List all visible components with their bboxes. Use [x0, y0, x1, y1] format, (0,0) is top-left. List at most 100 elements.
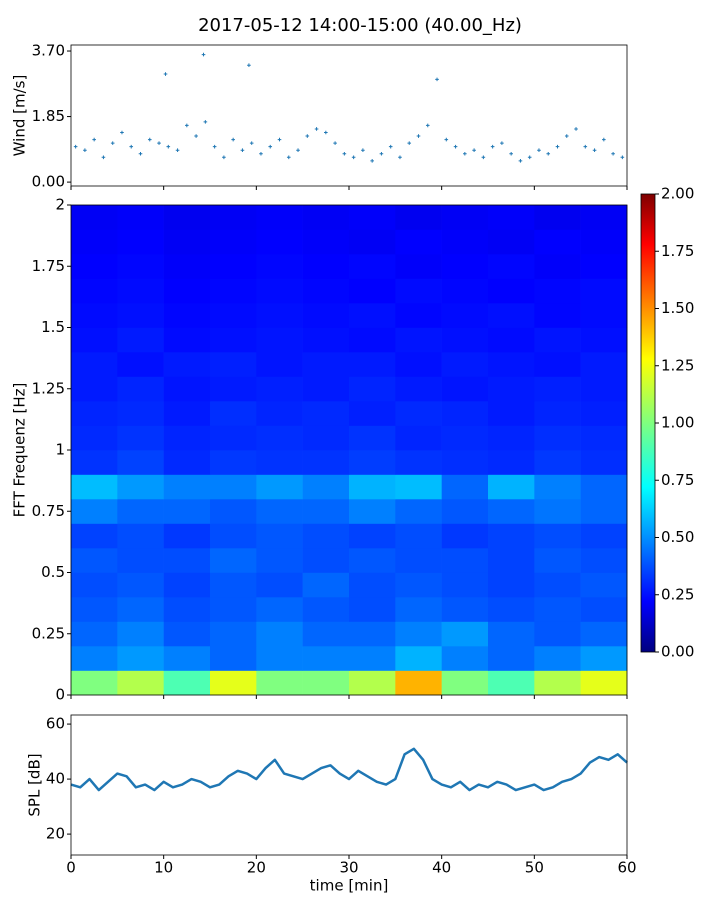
colorbar-tick-label: 1.75 — [661, 242, 694, 260]
spectrogram-cell — [441, 597, 489, 622]
spectrogram-cell — [210, 523, 257, 549]
wind-point — [73, 144, 78, 149]
wind-point — [407, 141, 412, 145]
y-tick-label: 60 — [46, 715, 65, 733]
spectrogram-cell — [488, 254, 535, 279]
wind-point — [305, 134, 310, 138]
spectrogram-cell — [117, 229, 164, 255]
spectrogram-cell — [302, 548, 350, 573]
spectrogram-cell — [256, 352, 303, 377]
spectrogram-cell — [256, 254, 303, 279]
spectrogram-cell — [580, 229, 628, 255]
spectrogram-cell — [441, 499, 489, 524]
spectrogram-cell — [488, 376, 535, 402]
y-tick-label: 1.25 — [32, 379, 65, 397]
spectrogram-cell — [210, 401, 257, 426]
wind-point — [592, 148, 597, 153]
wind-point — [120, 130, 124, 135]
wind-point — [92, 137, 96, 142]
spl-line — [70, 747, 628, 792]
spectrogram-cell — [534, 499, 581, 524]
spectrogram-cell — [395, 205, 442, 230]
colorbar-tick-label: 1.25 — [661, 356, 694, 374]
spectrogram-cell — [534, 450, 581, 475]
x-tick-label: 10 — [154, 859, 173, 877]
spectrogram-cell — [488, 425, 535, 451]
wind-point — [185, 123, 189, 128]
wind-point — [175, 148, 180, 153]
y-tick-label: 1.75 — [32, 257, 65, 275]
spectrogram-cell — [71, 229, 118, 255]
spectrogram-cell — [71, 205, 118, 230]
spectrogram-cell — [395, 229, 442, 255]
spectrogram-cell — [71, 646, 118, 671]
y-axis-label: SPL [dB] — [26, 753, 44, 816]
wind-point — [564, 134, 569, 138]
spectrogram-cell — [210, 621, 257, 647]
wind-point — [212, 144, 217, 149]
spectrogram-cell — [488, 205, 535, 230]
spectrogram-cell — [349, 474, 396, 500]
spectrogram-cell — [117, 254, 164, 279]
spectrogram-cell — [256, 670, 303, 696]
colorbar-tick-label: 0.75 — [661, 471, 694, 489]
spectrogram-cell — [210, 548, 257, 573]
spectrogram-cell — [488, 572, 535, 598]
spectrogram-cell — [256, 229, 303, 255]
spectrogram-cell — [488, 352, 535, 377]
wind-point — [277, 137, 282, 142]
spectrogram-cell — [534, 646, 581, 671]
spectrogram-cell — [71, 548, 118, 573]
spectrogram-cell — [256, 327, 303, 353]
wind-point — [574, 127, 578, 131]
spectrogram-cell — [488, 597, 535, 622]
wind-point — [425, 123, 430, 128]
wind-point — [194, 134, 198, 138]
spectrogram-cell — [163, 425, 211, 451]
wind-point — [620, 155, 625, 160]
colorbar-tick-label: 0.25 — [661, 585, 694, 603]
spectrogram-cell — [256, 303, 303, 328]
spectrogram-cell — [395, 327, 442, 353]
spectrogram-cell — [117, 523, 164, 549]
wind-point — [463, 151, 467, 156]
spectrogram-cell — [534, 425, 581, 451]
wind-point — [490, 144, 495, 149]
colorbar-tick-label: 0.00 — [661, 643, 694, 661]
wind-point — [361, 148, 365, 153]
spectrogram-cell — [488, 670, 535, 696]
spectrogram-cell — [349, 205, 396, 230]
spectrogram-cell — [488, 278, 535, 304]
spectrogram-cell — [71, 670, 118, 696]
wind-point — [83, 148, 87, 153]
spectrogram-cell — [441, 327, 489, 353]
wind-point — [147, 137, 152, 142]
spectrogram-cell — [163, 621, 211, 647]
spectrogram-cell — [580, 425, 628, 451]
spectrogram-cell — [488, 401, 535, 426]
spectrogram-cell — [580, 205, 628, 230]
spectrogram-cell — [441, 352, 489, 377]
y-tick-label: 0.5 — [41, 563, 65, 581]
colorbar-tick-label: 1.50 — [661, 299, 694, 317]
spectrogram-cell — [163, 352, 211, 377]
spectrogram-cell — [71, 621, 118, 647]
wind-point — [555, 144, 560, 149]
spectrogram-cell — [441, 425, 489, 451]
figure-title: 2017-05-12 14:00-15:00 (40.00_Hz) — [198, 15, 522, 36]
y-tick-label: 1.5 — [41, 318, 65, 336]
y-axis-label: Wind [m/s] — [11, 75, 29, 157]
spectrogram-cell — [534, 548, 581, 573]
spectrogram-cell — [441, 450, 489, 475]
colorbar-tick-label: 0.50 — [661, 528, 694, 546]
spectrogram-cell — [256, 646, 303, 671]
spectrogram-cell — [395, 646, 442, 671]
spectrogram-cell — [441, 474, 489, 500]
colorbar-tick-label: 2.00 — [661, 185, 694, 203]
wind-point — [333, 141, 337, 145]
wind-point — [201, 52, 206, 57]
wind-point — [231, 137, 235, 142]
spectrogram-cell — [210, 327, 257, 353]
spectrogram-cell — [302, 499, 350, 524]
wind-point — [163, 72, 168, 76]
